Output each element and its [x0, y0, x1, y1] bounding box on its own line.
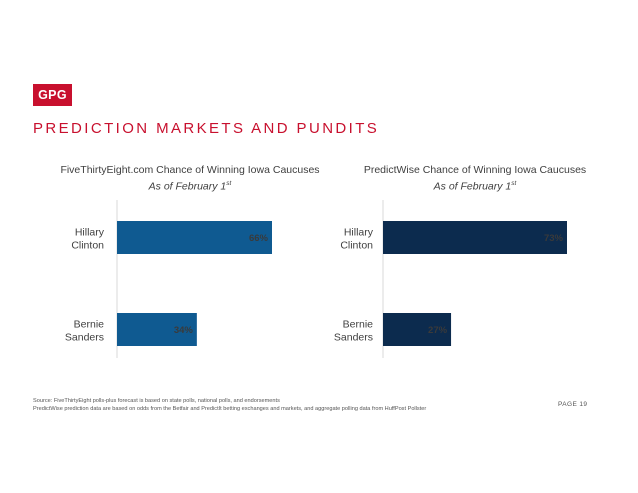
data-label: 34% [174, 325, 194, 336]
bar [117, 221, 272, 254]
chart-title-fivethirtyeight: FiveThirtyEight.com Chance of Winning Io… [55, 164, 325, 194]
category-label: Sanders [334, 332, 373, 344]
chart-title-predictwise: PredictWise Chance of Winning Iowa Caucu… [340, 164, 610, 194]
data-label: 73% [544, 233, 564, 244]
page-number: PAGE 19 [558, 401, 588, 408]
data-label: 66% [249, 233, 269, 244]
chart-title-text: PredictWise Chance of Winning Iowa Caucu… [363, 164, 587, 176]
category-label: Sanders [65, 332, 104, 344]
chart-subtitle: As of February 1st [148, 180, 232, 193]
source-line: PredictWise prediction data are based on… [33, 406, 427, 412]
chart-subtitle: As of February 1st [433, 180, 517, 193]
category-label: Hillary [344, 227, 374, 239]
gpg-logo: GPG [33, 84, 72, 106]
chart-title-text: FiveThirtyEight.com Chance of Winning Io… [60, 164, 320, 176]
category-label: Clinton [340, 240, 373, 252]
category-label: Clinton [71, 240, 104, 252]
data-label: 27% [428, 325, 448, 336]
bar [117, 313, 197, 346]
section-title: PREDICTION MARKETS AND PUNDITS [33, 120, 380, 137]
bar [383, 313, 452, 346]
bar [383, 221, 567, 254]
source-line: Source: FiveThirtyEight polls-plus forec… [33, 398, 280, 404]
category-label: Hillary [75, 227, 105, 239]
category-label: Bernie [343, 319, 374, 331]
category-label: Bernie [74, 319, 105, 331]
source-note: Source: FiveThirtyEight polls-plus forec… [33, 397, 426, 413]
